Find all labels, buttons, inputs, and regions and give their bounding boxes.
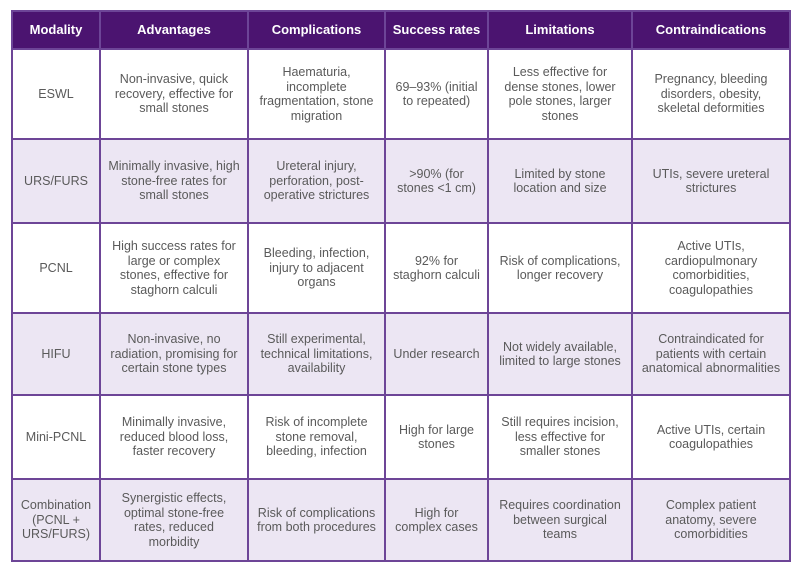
table-cell: Risk of incomplete stone removal, bleedi… [247,394,386,480]
modality-cell: URS/FURS [11,138,101,224]
table-cell: High success rates for large or complex … [99,222,249,314]
modality-cell: Combination (PCNL + URS/FURS) [11,478,101,562]
table-cell: High for complex cases [384,478,489,562]
table-cell: Less effective for dense stones, lower p… [487,48,633,140]
table-row: PCNL High success rates for large or comp… [11,222,791,314]
table-cell: Not widely available, limited to large s… [487,312,633,396]
column-header: Limitations [487,10,633,50]
table-row: Combination (PCNL + URS/FURS) Synergistic… [11,478,791,562]
column-header: Complications [247,10,386,50]
modality-cell: PCNL [11,222,101,314]
table-cell: Minimally invasive, high stone-free rate… [99,138,249,224]
table-cell: Active UTIs, certain coagulopathies [631,394,791,480]
modality-cell: Mini-PCNL [11,394,101,480]
table-cell: Risk of complications, longer recovery [487,222,633,314]
modality-cell: HIFU [11,312,101,396]
table-cell: Contraindicated for patients with certai… [631,312,791,396]
table-cell: >90% (for stones <1 cm) [384,138,489,224]
table-cell: High for large stones [384,394,489,480]
table-cell: Minimally invasive, reduced blood loss, … [99,394,249,480]
table-row: URS/FURS Minimally invasive, high stone-f… [11,138,791,224]
table-cell: Still experimental, technical limitation… [247,312,386,396]
modality-cell: ESWL [11,48,101,140]
column-header: Contraindications [631,10,791,50]
column-header: Success rates [384,10,489,50]
table-cell: 92% for staghorn calculi [384,222,489,314]
table-cell: Complex patient anatomy, severe comorbid… [631,478,791,562]
table-cell: Active UTIs, cardiopulmonary comorbiditi… [631,222,791,314]
table-cell: Still requires incision, less effective … [487,394,633,480]
modality-comparison-table: Modality Advantages Complications Success r… [11,10,791,562]
table-cell: Non-invasive, quick recovery, effective … [99,48,249,140]
table-cell: Haematuria, incomplete fragmentation, st… [247,48,386,140]
table-row: HIFU Non-invasive, no radiation, promisin… [11,312,791,396]
table-cell: Ureteral injury, perforation, post-opera… [247,138,386,224]
header-row: Modality Advantages Complications Success r… [11,10,791,50]
table-cell: Risk of complications from both procedur… [247,478,386,562]
table-cell: 69–93% (initial to repeated) [384,48,489,140]
table-row: Mini-PCNL Minimally invasive, reduced blo… [11,394,791,480]
table-cell: Requires coordination between surgical t… [487,478,633,562]
table-cell: Limited by stone location and size [487,138,633,224]
column-header: Modality [11,10,101,50]
table-cell: Non-invasive, no radiation, promising fo… [99,312,249,396]
column-header: Advantages [99,10,249,50]
table-row: ESWL Non-invasive, quick recovery, effect… [11,48,791,140]
table-cell: UTIs, severe ureteral strictures [631,138,791,224]
table-cell: Under research [384,312,489,396]
table-cell: Bleeding, infection, injury to adjacent … [247,222,386,314]
table-cell: Synergistic effects, optimal stone-free … [99,478,249,562]
table-cell: Pregnancy, bleeding disorders, obesity, … [631,48,791,140]
